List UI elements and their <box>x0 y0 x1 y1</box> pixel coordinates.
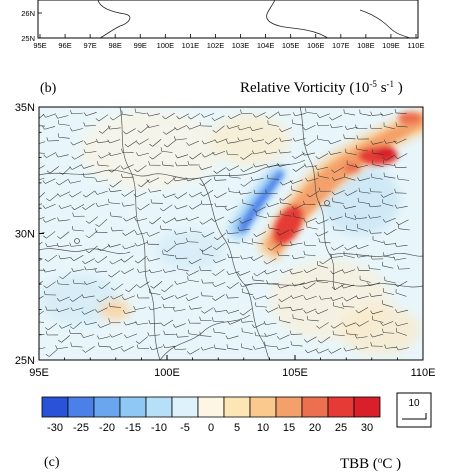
panel-a-xtick-label: 100E <box>157 41 175 50</box>
panel-a-xtick-label: 107E <box>332 41 350 50</box>
wind-reference-box <box>396 392 432 428</box>
panel-a-ytick-label: 25N <box>21 34 35 43</box>
colorbar-label: -5 <box>180 422 190 434</box>
y-tick-label: 25N <box>15 355 35 367</box>
colorbar-swatch <box>197 396 225 418</box>
panel-a-boundary <box>266 0 329 39</box>
colorbar-swatch <box>327 396 355 418</box>
colorbar-label: -30 <box>47 422 63 434</box>
panel-a-xtick-label: 99E <box>134 41 147 50</box>
wind-barbs <box>39 108 410 357</box>
colorbar-swatch <box>301 396 329 418</box>
panel-b-title: Relative Vorticity (10-5 s-1 ) <box>240 79 403 96</box>
panel-a-xtick-label: 102E <box>207 41 225 50</box>
wind-reference-barb <box>402 413 427 420</box>
colorbar-swatch <box>93 396 121 418</box>
colorbar-label: -15 <box>125 422 141 434</box>
panel-a-xtick-label: 95E <box>33 41 46 50</box>
panel-a-ytick-label: 26N <box>21 9 35 18</box>
colorbar-label: 0 <box>208 422 214 434</box>
colorbar-label: 15 <box>283 422 295 434</box>
panel-a-xtick-label: 109E <box>382 41 400 50</box>
panel-c-title: TBB (oC ) <box>340 455 401 472</box>
panel-a-xtick-label: 96E <box>58 41 71 50</box>
station-marker <box>74 238 80 244</box>
panel-a-xtick-label: 104E <box>257 41 275 50</box>
colorbar-label: 10 <box>257 422 269 434</box>
colorbar-swatch <box>67 396 95 418</box>
colorbar-label: 5 <box>234 422 240 434</box>
colorbar-label: -20 <box>99 422 115 434</box>
colorbar-swatch <box>275 396 303 418</box>
colorbar-label: -10 <box>151 422 167 434</box>
colorbar-swatch <box>119 396 147 418</box>
panel-a-xtick-label: 105E <box>282 41 300 50</box>
wind-reference: 10 <box>396 392 432 428</box>
colorbar-swatch <box>353 396 381 418</box>
panel-b-label: (b) <box>40 81 57 96</box>
y-tick-label: 35N <box>15 102 35 114</box>
colorbar-label: 25 <box>335 422 347 434</box>
panel-c-label: (c) <box>44 455 60 470</box>
panel-a-xtick-label: 98E <box>109 41 122 50</box>
colorbar-swatch <box>41 396 69 418</box>
y-tick-label: 30N <box>15 229 35 241</box>
station-marker <box>324 200 330 206</box>
x-tick-label: 105E <box>282 367 308 379</box>
panel-a-xtick-label: 108E <box>357 41 375 50</box>
panel-a-xtick-label: 101E <box>182 41 200 50</box>
vorticity-field <box>39 107 423 360</box>
colorbar-swatch <box>145 396 173 418</box>
panel-a-xtick-label: 103E <box>232 41 250 50</box>
x-tick-label: 100E <box>154 367 180 379</box>
panel-a-boundary <box>97 0 131 39</box>
colorbar-label: 20 <box>309 422 321 434</box>
panel-a: 26N 25N 95E 96E 97E 98E 99E 100E 101E 102E 103E 10… <box>21 0 424 50</box>
wind-reference-label: 10 <box>408 398 420 409</box>
colorbar-swatch <box>249 396 277 418</box>
colorbar-swatch <box>223 396 251 418</box>
x-tick-label: 95E <box>29 367 49 379</box>
panel-a-xtick-label: 110E <box>408 41 425 50</box>
x-tick-label: 110E <box>411 367 436 379</box>
colorbar-label: -25 <box>73 422 89 434</box>
panel-a-xtick-label: 106E <box>307 41 325 50</box>
panel-a-xtick-label: 97E <box>83 41 96 50</box>
colorbar-label: 30 <box>361 422 373 434</box>
panel-b-map: 95E 100E 105E 110E 35N 30N 25N <box>15 102 436 379</box>
colorbar: -30 -25 -20 -15 -10 -5 0 5 10 15 20 25 30 <box>41 396 381 434</box>
panel-a-frame <box>37 0 419 39</box>
panel-a-boundary <box>359 9 411 39</box>
colorbar-swatch <box>171 396 199 418</box>
